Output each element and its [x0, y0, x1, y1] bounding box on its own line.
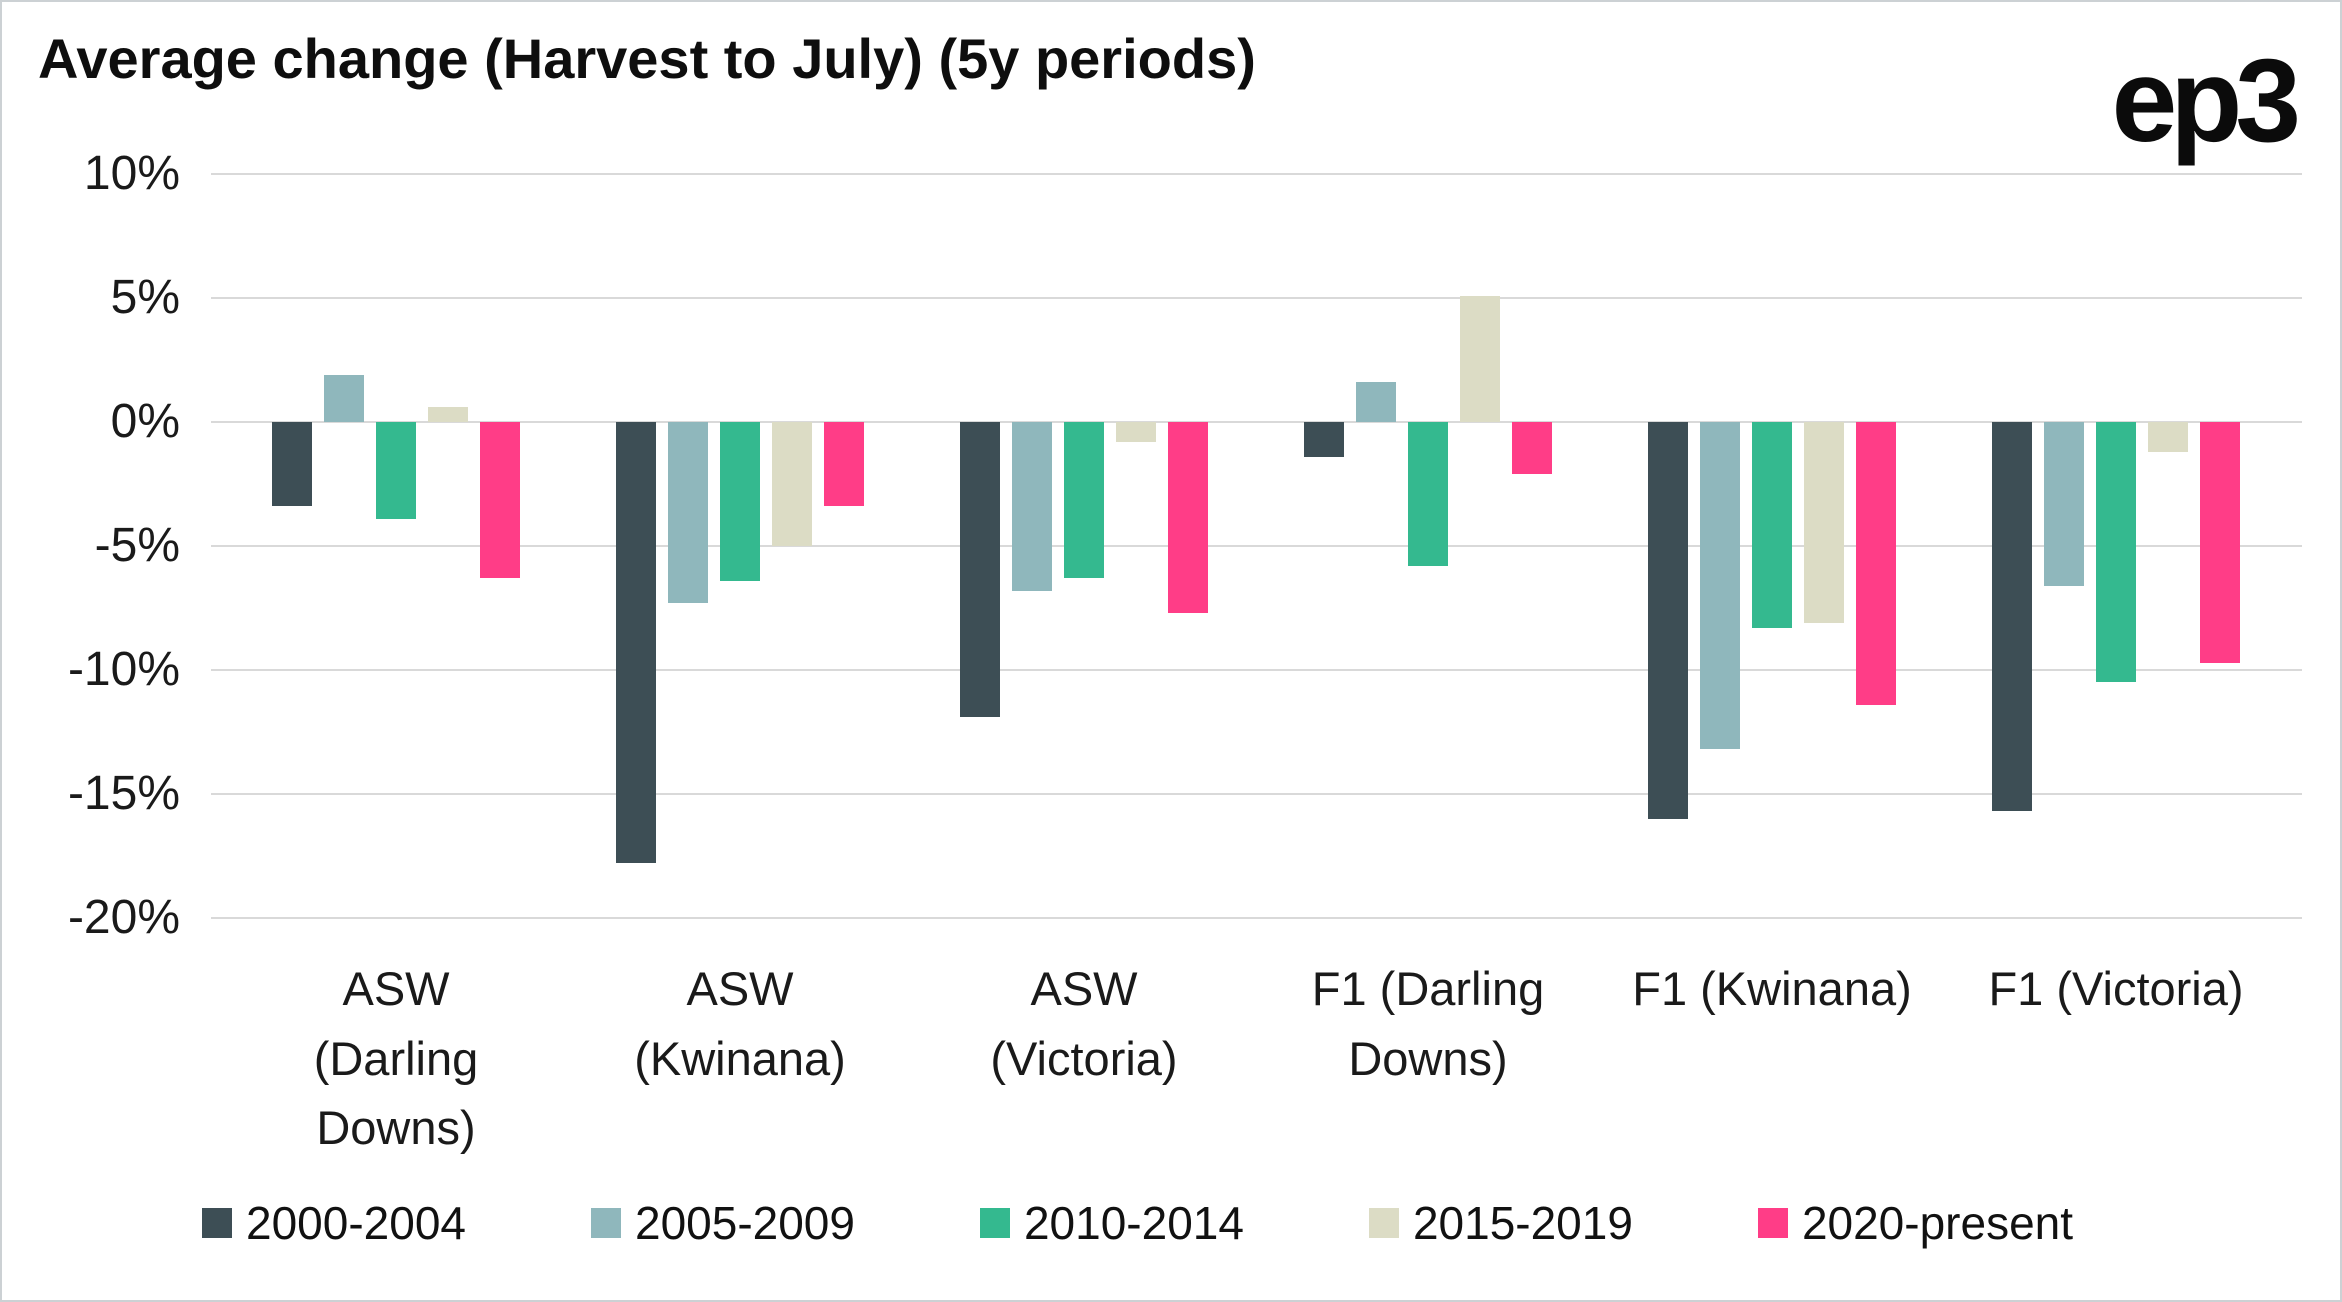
y-tick-label: -10%	[67, 643, 180, 696]
bar-2015-2019-asw-victoria	[1116, 422, 1156, 442]
bar-2015-2019-asw-kwinana	[772, 422, 812, 546]
bar-2005-2009-asw-kwinana	[668, 422, 708, 603]
bar-2005-2009-asw-darling-downs	[324, 375, 364, 422]
y-tick-label: 10%	[83, 147, 180, 200]
bar-2005-2009-f1-victoria	[2044, 422, 2084, 586]
gridline	[211, 669, 2302, 671]
gridline	[211, 545, 2302, 547]
bar-2020-present-asw-victoria	[1168, 422, 1208, 613]
bar-2015-2019-f1-victoria	[2148, 422, 2188, 452]
x-axis-label-f1-darling-downs: F1 (Darling Downs)	[1311, 962, 1545, 1085]
gridline	[211, 793, 2302, 795]
bar-2000-2004-f1-victoria	[1992, 422, 2032, 811]
bar-2000-2004-asw-kwinana	[616, 422, 656, 863]
bar-2020-present-f1-victoria	[2200, 422, 2240, 663]
bar-2005-2009-f1-kwinana	[1700, 422, 1740, 749]
legend-marker	[590, 1208, 621, 1238]
legend-label: 2000-2004	[246, 1197, 466, 1249]
legend-label: 2020-present	[1801, 1197, 2074, 1249]
gridline	[211, 421, 2302, 423]
x-axis-label-asw-victoria: ASW (Victoria)	[990, 962, 1178, 1085]
legend-marker	[1368, 1208, 1399, 1238]
legend-item-2020-present: 2020-present	[1757, 1197, 2074, 1249]
bar-2020-present-f1-darling-downs	[1512, 422, 1552, 474]
legend-label: 2005-2009	[634, 1197, 855, 1249]
bar-2010-2014-f1-victoria	[2096, 422, 2136, 682]
x-axis-label-f1-victoria: F1 (Victoria)	[1988, 962, 2244, 1015]
bar-2010-2014-asw-darling-downs	[376, 422, 416, 519]
bar-2020-present-f1-kwinana	[1856, 422, 1896, 705]
bar-2010-2014-f1-kwinana	[1752, 422, 1792, 628]
chart-title: Average change (Harvest to July) (5y per…	[38, 27, 1256, 90]
legend-marker	[1757, 1208, 1788, 1238]
legend-marker	[202, 1208, 232, 1238]
bar-2015-2019-f1-kwinana	[1804, 422, 1844, 623]
bar-2015-2019-asw-darling-downs	[428, 407, 468, 422]
legend-item-2000-2004: 2000-2004	[202, 1200, 466, 1246]
legend-item-2015-2019: 2015-2019	[1368, 1197, 1633, 1249]
bar-2005-2009-asw-victoria	[1012, 422, 1052, 591]
bar-2000-2004-asw-darling-downs	[272, 422, 312, 506]
bar-2020-present-asw-kwinana	[824, 422, 864, 506]
y-tick-label: 5%	[110, 271, 180, 324]
bar-2010-2014-asw-kwinana	[720, 422, 760, 581]
y-tick-label: 0%	[110, 395, 180, 448]
bar-2000-2004-f1-darling-downs	[1304, 422, 1344, 457]
ep3-logo: ep3	[2111, 35, 2301, 167]
legend-item-2005-2009: 2005-2009	[590, 1197, 855, 1249]
bar-2005-2009-f1-darling-downs	[1356, 382, 1396, 422]
bar-2000-2004-f1-kwinana	[1648, 422, 1688, 819]
legend-label: 2015-2019	[1412, 1197, 1633, 1249]
legend-item-2010-2014: 2010-2014	[979, 1197, 1244, 1249]
x-axis-label-asw-darling-downs: ASW (Darling Downs)	[313, 962, 479, 1155]
gridline	[211, 173, 2302, 175]
x-axis-label-asw-kwinana: ASW (Kwinana)	[634, 962, 846, 1085]
legend: 2000-2004 2005-2009 2010-2014 2015-2019 2020…	[202, 1200, 2073, 1246]
bar-2015-2019-f1-darling-downs	[1460, 296, 1500, 422]
legend-label: 2010-2014	[1023, 1197, 1244, 1249]
y-tick-label: -20%	[67, 891, 180, 944]
bar-2010-2014-asw-victoria	[1064, 422, 1104, 578]
gridline	[211, 297, 2302, 299]
gridline	[211, 917, 2302, 919]
legend-marker	[979, 1208, 1010, 1238]
x-axis-label-f1-kwinana: F1 (Kwinana)	[1632, 962, 1912, 1015]
bar-2010-2014-f1-darling-downs	[1408, 422, 1448, 566]
bar-2000-2004-asw-victoria	[960, 422, 1000, 717]
y-tick-label: -5%	[94, 519, 180, 572]
bar-2020-present-asw-darling-downs	[480, 422, 520, 578]
y-tick-label: -15%	[67, 767, 180, 820]
